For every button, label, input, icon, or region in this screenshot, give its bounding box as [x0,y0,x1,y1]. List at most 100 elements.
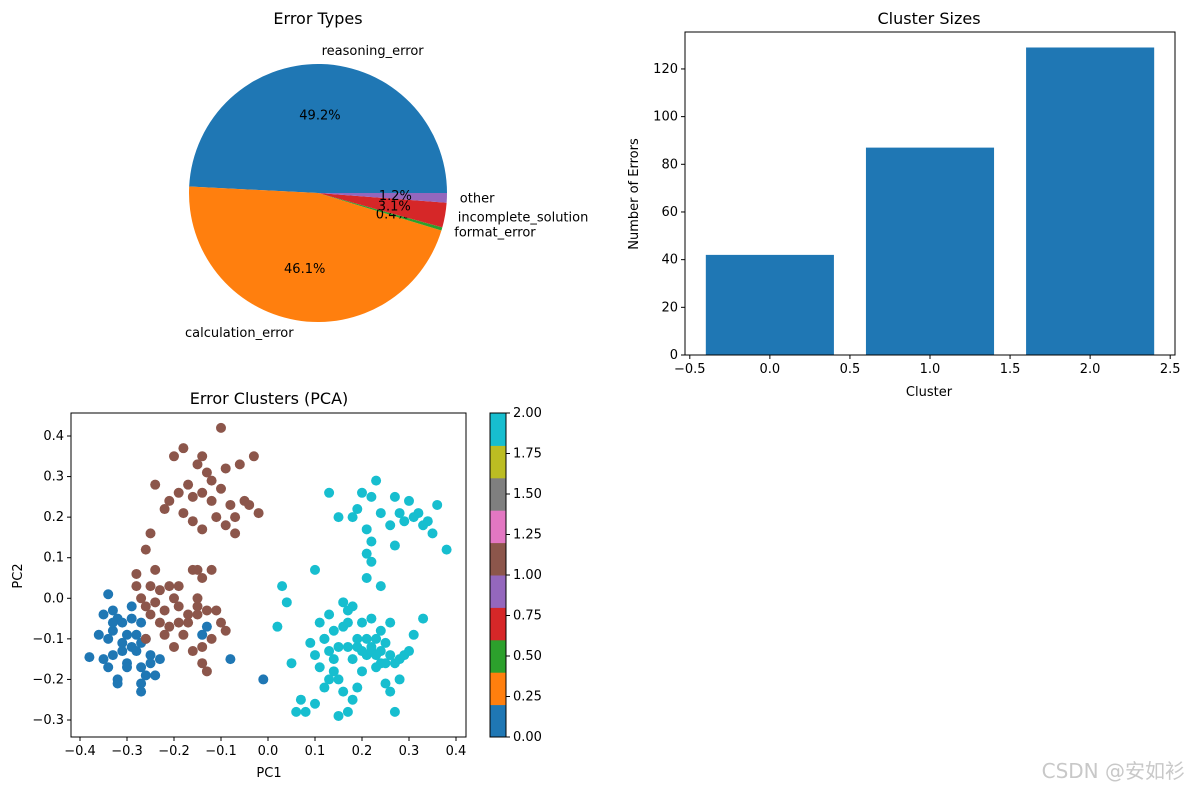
scatter-point-cluster-2 [375,581,386,592]
scatter-point-cluster-2 [389,491,400,502]
scatter-point-cluster-2 [371,633,382,644]
scatter-point-cluster-1 [150,479,161,490]
scatter-point-cluster-1 [178,629,189,640]
scatter-point-cluster-2 [342,617,353,628]
scatter-point-cluster-1 [183,617,194,628]
scatter-point-cluster-0 [93,629,104,640]
scatter-point-cluster-1 [192,564,203,575]
scatter-point-cluster-1 [216,617,226,628]
scatter-point-cluster-2 [375,508,386,519]
scatter-point-cluster-0 [126,613,137,624]
scatter-point-cluster-0 [258,674,269,685]
scatter-y-tick-label: 0.1 [43,551,64,566]
pie-pct-other: 1.2% [379,189,412,204]
scatter-point-cluster-0 [136,662,147,673]
scatter-point-cluster-1 [159,629,170,640]
bar-x-label: Cluster [906,385,953,400]
scatter-point-cluster-0 [117,637,128,648]
scatter-x-tick-label: 0.2 [352,744,373,759]
scatter-point-cluster-2 [352,633,363,644]
colorbar-tick-label: 0.75 [513,609,542,624]
scatter-point-cluster-1 [150,597,161,608]
scatter-point-cluster-1 [173,617,184,628]
bar-cluster-1 [865,147,995,355]
scatter-point-cluster-1 [154,585,165,596]
scatter-point-cluster-2 [333,641,344,652]
scatter-point-cluster-2 [272,621,283,632]
bar-y-tick-label: 20 [661,300,678,315]
scatter-point-cluster-2 [366,556,377,567]
pie-pct-incomplete_solution: 3.1% [378,199,411,214]
colorbar-segment [490,672,506,706]
bar-y-tick-label: 100 [653,110,678,125]
scatter-point-cluster-0 [136,617,147,628]
scatter-point-cluster-2 [394,674,405,685]
colorbar-tick-label: 0.25 [513,690,542,705]
scatter-point-cluster-1 [192,601,203,612]
scatter-point-cluster-1 [220,520,231,531]
scatter-point-cluster-2 [385,617,396,628]
colorbar-segment [490,542,506,576]
scatter-point-cluster-2 [366,536,377,547]
scatter-point-cluster-2 [361,524,372,535]
bar-y-label: Number of Errors [627,138,642,250]
scatter-point-cluster-2 [385,686,396,697]
scatter-point-cluster-2 [404,495,414,506]
scatter-point-cluster-2 [432,499,443,510]
colorbar-segment [490,607,506,641]
scatter-point-cluster-2 [371,650,382,661]
bar-y-tick-label: 0 [670,348,678,363]
scatter-point-cluster-2 [380,637,391,648]
scatter-point-cluster-2 [310,650,320,661]
scatter-y-label: PC2 [11,563,26,588]
scatter-point-cluster-2 [338,597,349,608]
scatter-point-cluster-1 [164,621,175,632]
pie-slice-other [318,193,447,203]
scatter-point-cluster-1 [154,617,165,628]
scatter-point-cluster-0 [197,629,208,640]
scatter-point-cluster-2 [399,516,410,527]
scatter-y-tick-label: −0.1 [32,632,64,647]
scatter-point-cluster-0 [136,686,147,697]
bar-x-tick-label: 0.5 [840,362,861,377]
scatter-point-cluster-1 [220,463,231,474]
scatter-point-cluster-1 [230,528,241,539]
scatter-point-cluster-2 [295,694,306,705]
pie-label-other: other [460,191,495,206]
scatter-point-cluster-0 [84,652,95,663]
scatter-point-cluster-2 [366,491,377,502]
scatter-point-cluster-1 [244,499,255,510]
scatter-point-cluster-2 [291,706,302,717]
bar-title: Cluster Sizes [877,9,980,28]
scatter-point-cluster-2 [338,686,349,697]
scatter-point-cluster-2 [286,658,297,669]
scatter-point-cluster-1 [164,581,175,592]
scatter-x-tick-label: −0.3 [111,744,143,759]
scatter-point-cluster-2 [333,674,344,685]
scatter-x-tick-label: −0.2 [158,744,190,759]
bar-cluster-2 [1026,47,1155,355]
scatter-point-cluster-1 [145,581,156,592]
scatter-point-cluster-0 [122,662,132,673]
scatter-point-cluster-2 [342,706,353,717]
scatter-x-tick-label: 0.3 [399,744,420,759]
scatter-point-cluster-2 [375,625,386,636]
scatter-x-tick-label: −0.4 [64,744,96,759]
scatter-point-cluster-2 [333,512,344,523]
pie-label-format_error: format_error [454,226,536,241]
pie-slice-incomplete_solution [318,193,447,228]
bar-chart: Cluster Sizes −0.5 0.0 0.5 1.0 1.5 2.0 2.5 0 20 4… [627,9,1181,400]
scatter-point-cluster-1 [159,504,170,515]
pie-pct-reasoning_error: 49.2% [299,109,340,124]
scatter-point-cluster-2 [441,544,452,555]
scatter-point-cluster-2 [314,662,325,673]
scatter-point-cluster-2 [324,487,335,498]
scatter-y-tick-label: 0.0 [43,591,64,606]
colorbar-segment [490,639,506,673]
scatter-point-cluster-1 [145,528,156,539]
scatter-point-cluster-2 [347,512,358,523]
scatter-point-cluster-1 [206,564,217,575]
scatter-point-cluster-2 [404,646,414,657]
scatter-point-cluster-2 [314,617,325,628]
